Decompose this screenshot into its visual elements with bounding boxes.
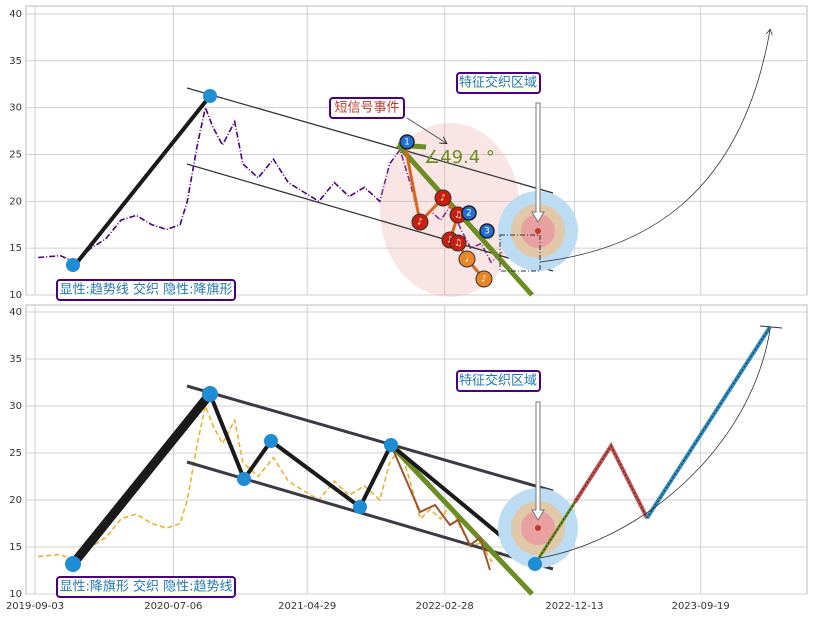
x-tick-label: 2022-12-13 bbox=[545, 601, 603, 612]
x-tick-label: 2020-07-06 bbox=[144, 601, 202, 612]
angle-label: ∠49.4 ° bbox=[424, 147, 495, 168]
y-tick-label: 25 bbox=[9, 448, 22, 459]
annotation: 特征交织区域 bbox=[459, 75, 537, 91]
number-label: 3 bbox=[484, 227, 490, 237]
signal-note: ♩ bbox=[465, 255, 469, 265]
y-tick-label: 15 bbox=[9, 243, 22, 254]
x-tick-label: 2022-02-28 bbox=[416, 601, 474, 612]
y-tick-label: 30 bbox=[9, 103, 22, 114]
signal-marker bbox=[458, 250, 476, 268]
signal-note: ♪ bbox=[440, 194, 446, 204]
number-marker bbox=[461, 205, 477, 221]
signal-marker bbox=[434, 189, 452, 207]
label-box bbox=[456, 370, 541, 392]
number-label: 1 bbox=[404, 138, 410, 148]
y-tick-label: 25 bbox=[9, 149, 22, 160]
signal-marker bbox=[475, 270, 493, 288]
signal-marker bbox=[449, 234, 467, 252]
price-line bbox=[38, 104, 548, 264]
label-box bbox=[329, 97, 405, 119]
label-box bbox=[456, 72, 541, 94]
y-tick-label: 35 bbox=[9, 56, 22, 67]
number-marker bbox=[399, 134, 415, 150]
number-marker bbox=[479, 223, 495, 239]
annotation: 特征交织区域 bbox=[459, 373, 537, 389]
x-tick-label: 2019-09-03 bbox=[6, 601, 64, 612]
top-decor bbox=[66, 30, 770, 297]
y-tick-label: 15 bbox=[9, 542, 22, 553]
y-tick-label: 40 bbox=[9, 307, 22, 318]
y-tick-label: 20 bbox=[9, 196, 22, 207]
plot-area bbox=[25, 304, 808, 595]
x-tick-label: 2021-04-29 bbox=[278, 601, 336, 612]
signal-note: ♪ bbox=[417, 218, 423, 228]
y-tick-label: 40 bbox=[9, 9, 22, 20]
annotation: 短信号事件 bbox=[334, 101, 399, 116]
y-tick-label: 35 bbox=[9, 354, 22, 365]
y-tick-label: 30 bbox=[9, 401, 22, 412]
y-tick-label: 10 bbox=[9, 290, 22, 301]
signal-note: ♫ bbox=[454, 211, 462, 221]
signal-note: ♪ bbox=[481, 275, 487, 285]
bottom-decor bbox=[65, 325, 783, 596]
x-tick-label: 2023-09-19 bbox=[672, 601, 730, 612]
signal-note: ♫ bbox=[454, 239, 462, 249]
annotation: 显性:趋势线 交织 隐性:降旗形 bbox=[59, 282, 232, 298]
signal-marker bbox=[411, 213, 429, 231]
label-box bbox=[56, 279, 236, 301]
y-tick-label: 20 bbox=[9, 495, 22, 506]
number-label: 2 bbox=[466, 209, 472, 219]
label-box bbox=[56, 576, 236, 598]
annotation: 显性:降旗形 交织 隐性:趋势线 bbox=[59, 579, 232, 595]
plot-area bbox=[25, 5, 808, 296]
y-tick-label: 10 bbox=[9, 589, 22, 600]
price-line bbox=[38, 403, 503, 563]
